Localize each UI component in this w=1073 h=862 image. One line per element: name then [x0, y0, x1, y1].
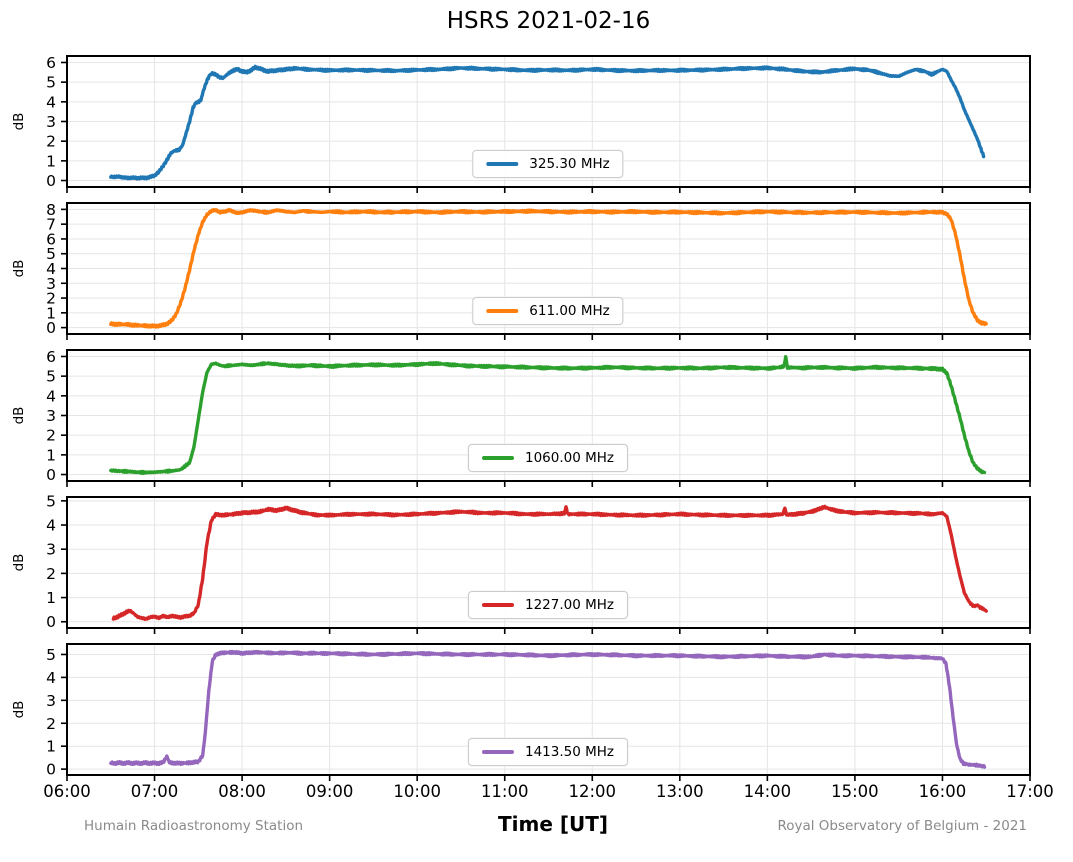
legend-line-sample — [481, 456, 514, 460]
legend-line-sample — [481, 750, 514, 754]
x-axis-tick-labels: 06:00 07:00 08:00 09:00 10:00 11:00 12:00 13:00… — [0, 776, 1073, 806]
y-tick-label: 5 — [46, 245, 56, 263]
y-tick-label: 0 — [46, 172, 56, 190]
plot-area-1: 0 1 2 3 4 5 6 dB — [0, 54, 1073, 193]
legend-label: 611.00 MHz — [529, 303, 610, 319]
legend-label: 1413.50 MHz — [524, 744, 615, 760]
panel-1413mhz: 0 1 2 3 4 5 dB 1413.50 MHz — [0, 643, 1073, 781]
y-axis-label: dB — [11, 701, 27, 719]
y-tick-label: 3 — [46, 113, 56, 131]
y-tick-label: 6 — [46, 230, 56, 248]
x-axis-title: Time [UT] — [497, 812, 609, 836]
plot-area-4: 0 1 2 3 4 5 dB — [0, 492, 1073, 634]
panel-1227mhz: 0 1 2 3 4 5 dB 1227.00 MHz — [0, 492, 1073, 634]
y-tick-label: 5 — [46, 74, 56, 92]
axes-frame — [66, 643, 1031, 776]
y-axis-label: dB — [11, 407, 27, 425]
y-tick-label: 1 — [46, 738, 56, 756]
series-line — [109, 649, 987, 769]
panel-611mhz: 0 1 2 3 4 5 6 7 8 dB 611.00 MHz — [0, 201, 1073, 340]
x-tick-label: 14:00 — [744, 782, 792, 801]
legend-line-sample — [486, 162, 519, 166]
y-tick-label: 4 — [46, 669, 56, 687]
y-tick-label: 4 — [46, 93, 56, 111]
plot-area-2: 0 1 2 3 4 5 6 7 8 dB — [0, 201, 1073, 340]
x-tick-label: 07:00 — [131, 782, 179, 801]
y-tick-label: 3 — [46, 541, 56, 559]
y-axis-label: dB — [11, 554, 27, 572]
y-tick-label: 1 — [46, 589, 56, 607]
series-line — [109, 207, 988, 329]
y-tick-label: 1 — [46, 446, 56, 464]
legend-line-sample — [481, 603, 514, 607]
legend-label: 1060.00 MHz — [524, 450, 615, 466]
legend: 611.00 MHz — [472, 297, 624, 325]
plot-area-3: 0 1 2 3 4 5 6 dB — [0, 348, 1073, 487]
y-tick-label: 7 — [46, 216, 56, 234]
y-tick-label: 5 — [46, 492, 56, 510]
legend: 1413.50 MHz — [467, 738, 629, 766]
y-tick-label: 0 — [46, 761, 56, 779]
y-tick-label: 0 — [46, 319, 56, 337]
footer-station-credit: Humain Radioastronomy Station — [84, 818, 304, 834]
y-tick-label: 6 — [46, 348, 56, 366]
y-tick-label: 6 — [46, 54, 56, 72]
y-tick-label: 8 — [46, 201, 56, 219]
y-tick-label: 1 — [46, 304, 56, 322]
y-tick-label: 4 — [46, 517, 56, 535]
y-axis-label: dB — [11, 260, 27, 278]
panel-325mhz: 0 1 2 3 4 5 6 dB 325.30 MHz — [0, 54, 1073, 193]
x-tick-label: 17:00 — [1006, 782, 1054, 801]
y-tick-label: 3 — [46, 407, 56, 425]
legend: 1060.00 MHz — [467, 444, 629, 472]
y-tick-label: 2 — [46, 427, 56, 445]
x-tick-label: 16:00 — [919, 782, 967, 801]
x-tick-label: 13:00 — [656, 782, 704, 801]
y-tick-label: 4 — [46, 260, 56, 278]
legend-line-sample — [486, 309, 519, 313]
y-tick-label: 0 — [46, 466, 56, 484]
panel-svg: 0 12 3 45 6 dB — [11, 348, 1031, 487]
y-tick-label: 1 — [46, 152, 56, 170]
y-tick-label: 3 — [46, 692, 56, 710]
y-tick-label: 2 — [46, 290, 56, 308]
y-tick-label: 2 — [46, 715, 56, 733]
y-tick-label: 5 — [46, 368, 56, 386]
panel-svg: 0 1 2 3 4 5 dB — [11, 492, 1031, 634]
axes-frame — [66, 496, 1031, 629]
x-tick-label: 15:00 — [831, 782, 879, 801]
x-tick-label: 08:00 — [218, 782, 266, 801]
y-tick-label: 4 — [46, 387, 56, 405]
x-tick-labels-svg: 06:00 07:00 08:00 09:00 10:00 11:00 12:00 13:00… — [43, 782, 1054, 801]
series-line — [109, 355, 987, 475]
y-tick-label: 0 — [46, 613, 56, 631]
legend: 1227.00 MHz — [467, 591, 629, 619]
chart-title: HSRS 2021-02-16 — [446, 8, 651, 34]
y-axis-label: dB — [11, 113, 27, 131]
series-line — [111, 504, 988, 621]
series-line — [109, 64, 986, 181]
x-tick-label: 09:00 — [306, 782, 354, 801]
panel-svg: 0 12 3 45 6 dB — [11, 54, 1031, 193]
panels-container: 0 1 2 3 4 5 6 dB 325.30 MHz 0 1 2 3 4 5 6 7 8 dB 611.00 … — [0, 54, 1073, 781]
legend-label: 1227.00 MHz — [524, 597, 615, 613]
panel-1060mhz: 0 1 2 3 4 5 6 dB 1060.00 MHz — [0, 348, 1073, 487]
legend-label: 325.30 MHz — [529, 156, 610, 172]
x-tick-label: 06:00 — [43, 782, 91, 801]
x-tick-label: 11:00 — [481, 782, 529, 801]
y-tick-label: 3 — [46, 275, 56, 293]
y-tick-label: 2 — [46, 133, 56, 151]
footer-observatory-credit: Royal Observatory of Belgium - 2021 — [777, 818, 1027, 834]
legend: 325.30 MHz — [472, 150, 624, 178]
x-tick-label: 10:00 — [393, 782, 441, 801]
x-tick-label: 12:00 — [568, 782, 616, 801]
y-tick-label: 5 — [46, 646, 56, 664]
y-tick-label: 2 — [46, 565, 56, 583]
